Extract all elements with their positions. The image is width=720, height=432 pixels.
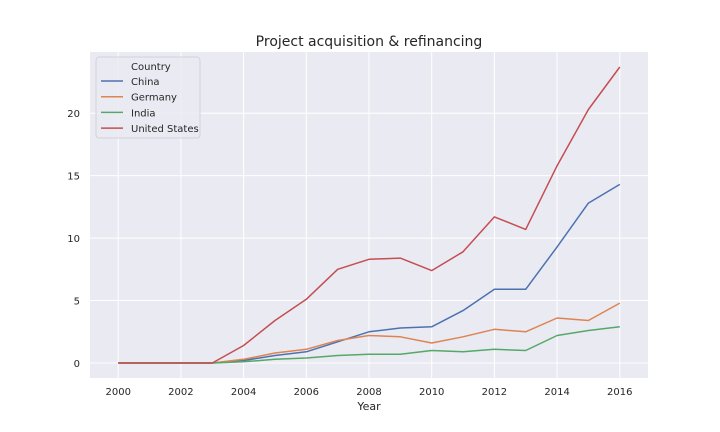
y-tick-label: 15 xyxy=(67,172,80,183)
legend-label-india: India xyxy=(131,108,156,119)
x-tick-label: 2012 xyxy=(482,387,507,398)
legend-title: Country xyxy=(131,62,171,73)
x-tick-labels: 2000 2002 2004 2006 2008 2010 2012 2014 2016 xyxy=(105,387,632,398)
y-tick-labels: 0 5 10 15 20 xyxy=(67,109,80,370)
x-tick-label: 2016 xyxy=(607,387,632,398)
y-tick-label: 5 xyxy=(74,297,80,308)
x-tick-label: 2008 xyxy=(356,387,381,398)
series-lines xyxy=(118,66,621,364)
x-tick-label: 2000 xyxy=(105,387,130,398)
legend-label-united-states: United States xyxy=(131,124,199,135)
legend-entries: China Germany India United States xyxy=(101,77,199,135)
x-tick-label: 2002 xyxy=(168,387,193,398)
x-axis-label: Year xyxy=(356,400,381,413)
legend-box xyxy=(95,56,201,139)
chart-title: Project acquisition & refinancing xyxy=(256,34,483,50)
grid-lines xyxy=(90,52,648,378)
legend: Country China Germany India United States xyxy=(95,56,201,139)
y-tick-label: 20 xyxy=(67,109,80,120)
legend-label-china: China xyxy=(131,77,160,88)
x-tick-label: 2010 xyxy=(419,387,444,398)
series-line-united-states xyxy=(118,66,621,364)
legend-label-germany: Germany xyxy=(131,93,177,104)
y-tick-label: 10 xyxy=(67,234,80,245)
x-tick-label: 2004 xyxy=(231,387,256,398)
x-tick-label: 2014 xyxy=(544,387,569,398)
x-tick-label: 2006 xyxy=(294,387,319,398)
y-tick-label: 0 xyxy=(74,359,80,370)
